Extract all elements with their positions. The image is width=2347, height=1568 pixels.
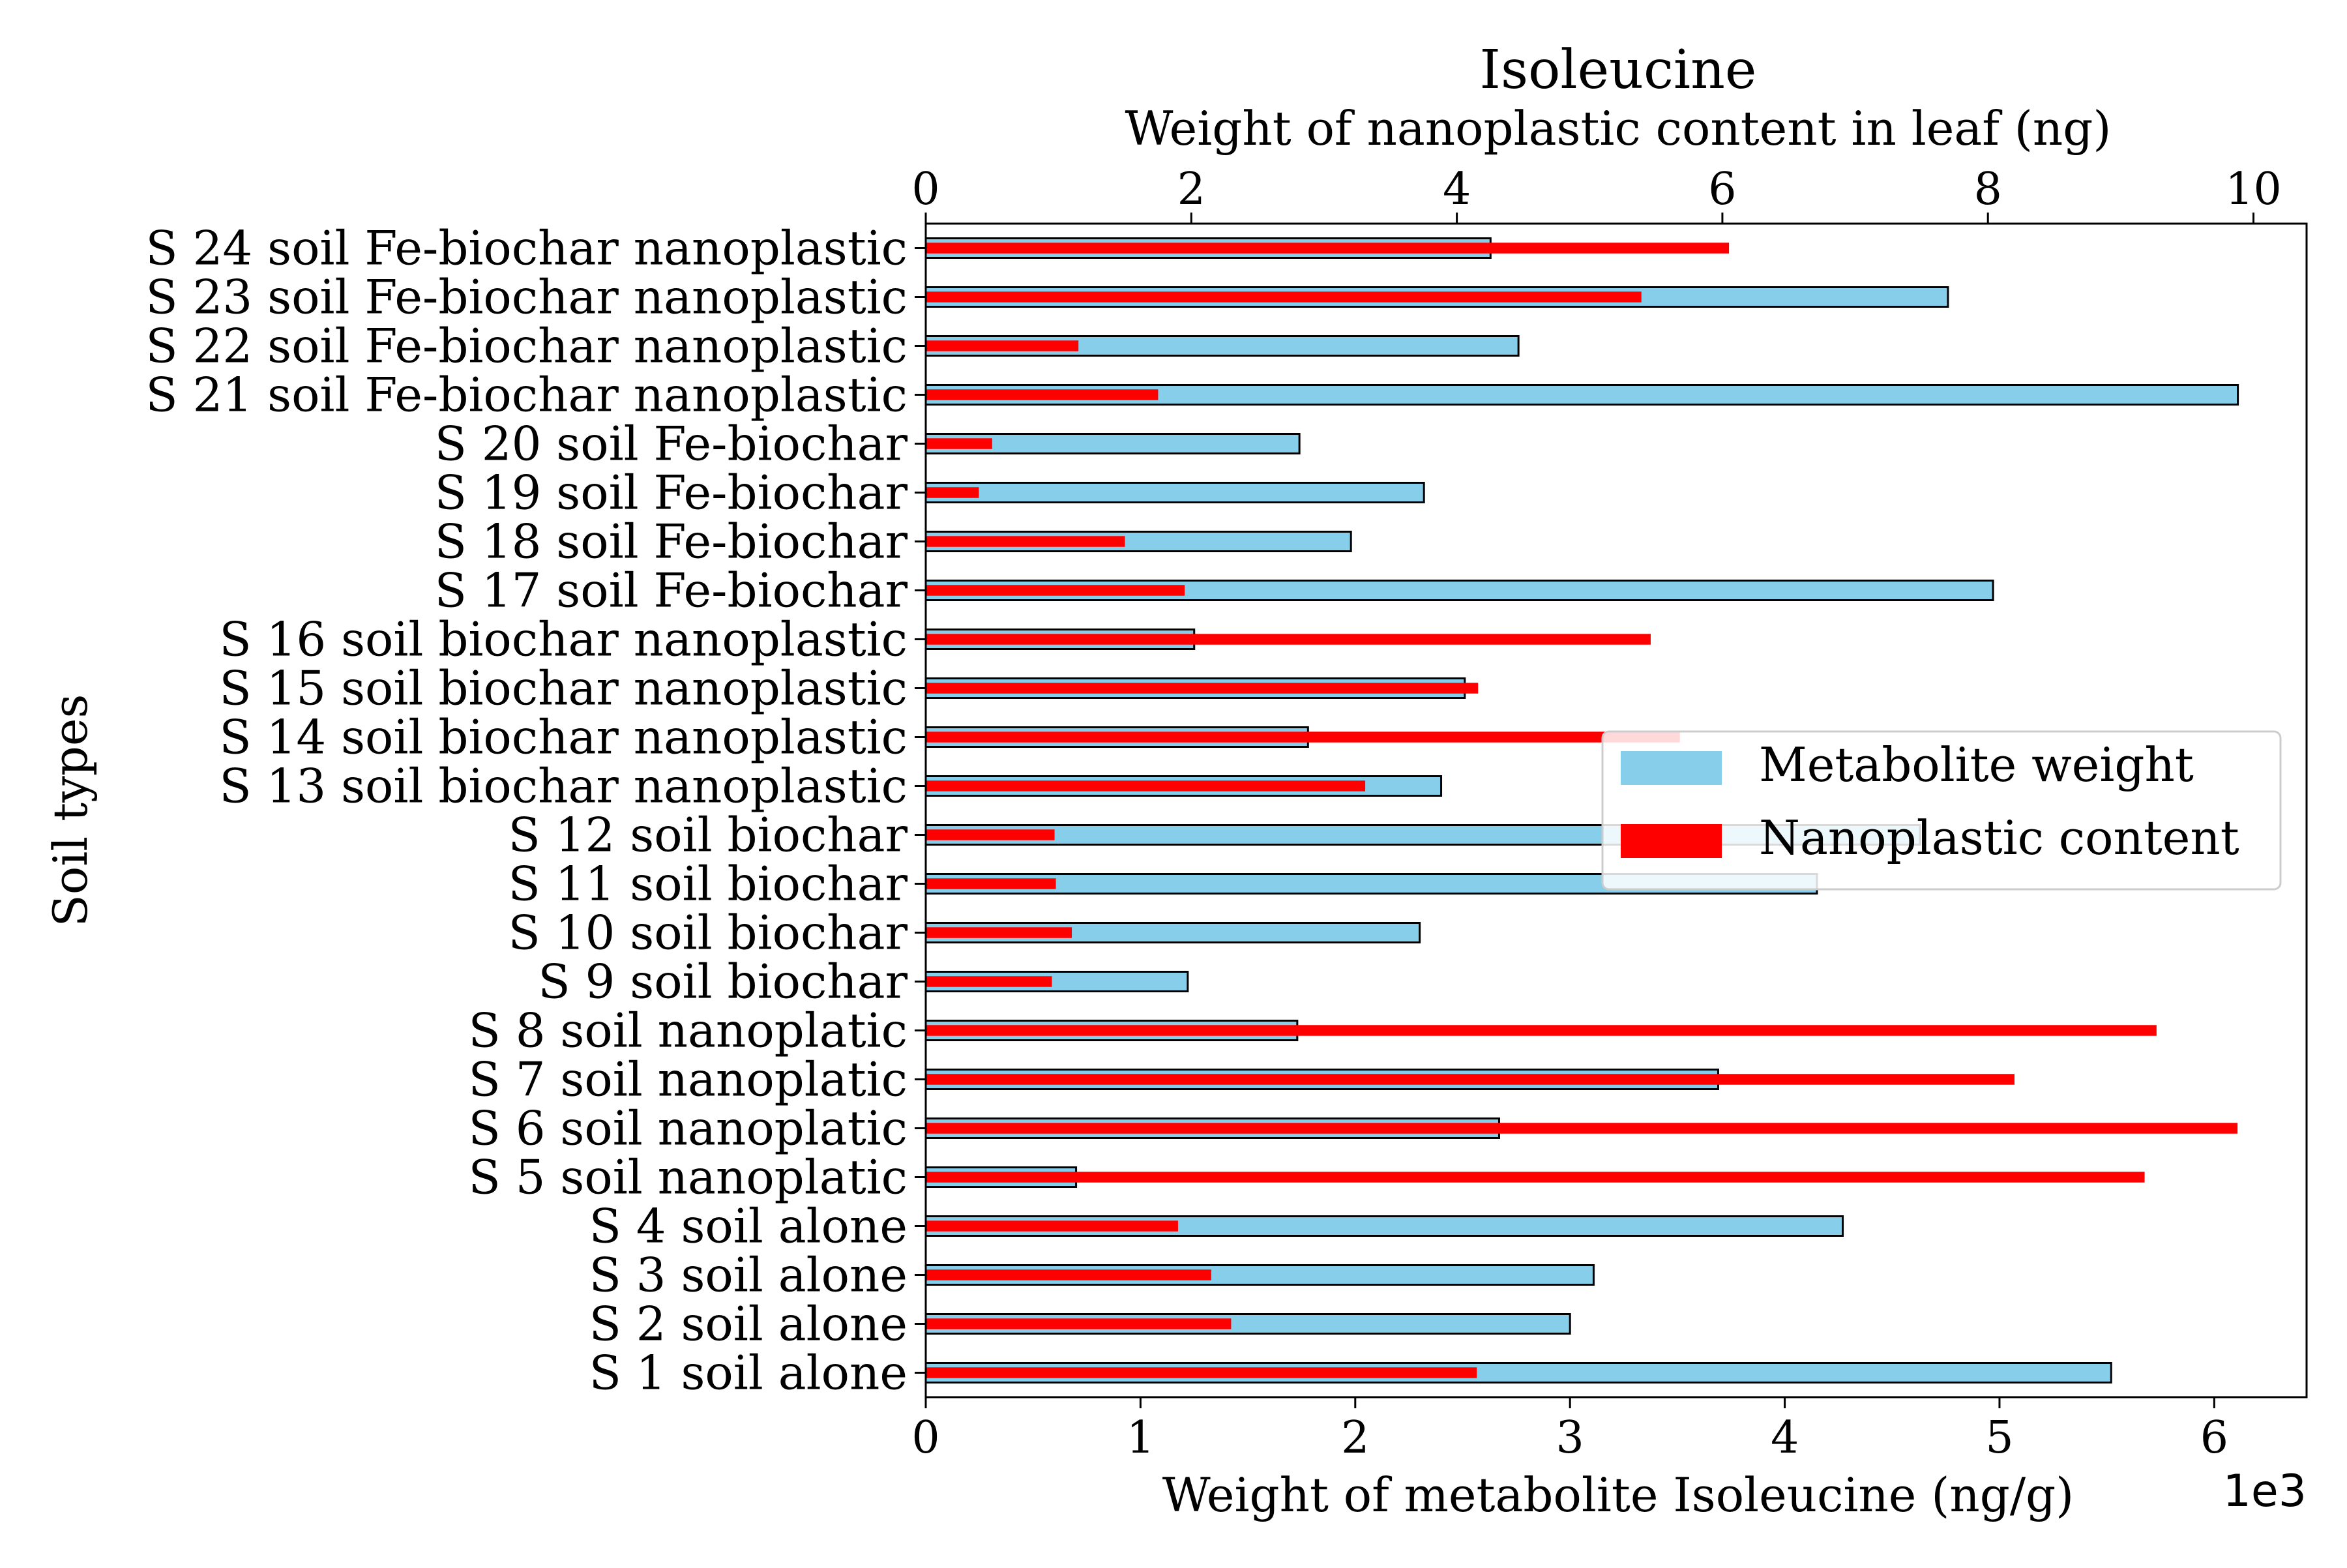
bar-nanoplastic-3 <box>926 1269 1211 1280</box>
bar-nanoplastic-10 <box>926 927 1072 938</box>
y-tick-label: S 3 soil alone <box>589 1248 908 1303</box>
bar-nanoplastic-24 <box>926 243 1730 254</box>
legend-box <box>1601 730 2282 891</box>
y-tick-label: S 6 soil nanoplatic <box>469 1101 908 1156</box>
x-tick-label: 5 <box>1985 1412 2013 1464</box>
y-axis-label: Soil types <box>43 694 98 927</box>
legend-label-nanoplastic: Nanoplastic content <box>1759 810 2239 865</box>
y-tick-label: S 13 soil biochar nanoplastic <box>219 759 908 814</box>
bar-nanoplastic-6 <box>926 1123 2238 1134</box>
y-tick-label: S 18 soil Fe-biochar <box>435 514 908 569</box>
y-tick-label: S 7 soil nanoplatic <box>469 1052 908 1107</box>
x-tick-label: 4 <box>1771 1412 1799 1464</box>
y-tick-label: S 8 soil nanoplatic <box>469 1003 908 1058</box>
bottom-axis-label: Weight of metabolite Isoleucine (ng/g) <box>1162 1468 2074 1522</box>
legend-label-metabolite: Metabolite weight <box>1759 737 2194 792</box>
y-tick-label: S 24 soil Fe-biochar nanoplastic <box>145 221 908 276</box>
y-tick-label: S 19 soil Fe-biochar <box>435 466 908 520</box>
x-tick-label: 6 <box>2200 1412 2228 1464</box>
y-tick-label: S 5 soil nanoplatic <box>469 1150 908 1205</box>
top-axis-label: Weight of nanoplastic content in leaf (n… <box>1125 101 2112 156</box>
bar-nanoplastic-13 <box>926 780 1366 791</box>
x2-tick-label: 2 <box>1177 164 1205 215</box>
y-tick-label: S 15 soil biochar nanoplastic <box>219 661 908 716</box>
x-tick-label: 1 <box>1127 1412 1155 1464</box>
bar-metabolite-19 <box>924 482 1425 503</box>
bar-nanoplastic-8 <box>926 1025 2157 1036</box>
x-tick-label: 3 <box>1556 1412 1584 1464</box>
x-tick-label: 0 <box>911 1412 939 1464</box>
bar-nanoplastic-9 <box>926 976 1052 987</box>
bar-nanoplastic-16 <box>926 634 1651 645</box>
bars-layer <box>924 237 2239 1383</box>
y-tick-label: S 9 soil biochar <box>538 954 908 1009</box>
legend-swatch-nanoplastic <box>1621 824 1722 858</box>
bar-nanoplastic-20 <box>926 438 992 449</box>
bar-nanoplastic-4 <box>926 1220 1178 1232</box>
y-tick-label: S 10 soil biochar <box>509 906 908 960</box>
bar-nanoplastic-11 <box>926 878 1056 889</box>
bar-nanoplastic-19 <box>926 487 979 498</box>
x2-tick-label: 0 <box>911 164 939 215</box>
x-tick-label: 2 <box>1341 1412 1369 1464</box>
y-tick-label: S 11 soil biochar <box>509 857 908 911</box>
x-offset-label: 1e3 <box>2223 1466 2307 1517</box>
y-tick-label: S 22 soil Fe-biochar nanoplastic <box>145 319 908 374</box>
legend: Metabolite weight Nanoplastic content <box>1601 730 2282 891</box>
bar-nanoplastic-17 <box>926 585 1185 596</box>
y-tick-label: S 1 soil alone <box>589 1346 908 1400</box>
bar-nanoplastic-18 <box>926 536 1125 547</box>
y-tick-label: S 4 soil alone <box>589 1199 908 1254</box>
y-tick-label: S 12 soil biochar <box>509 808 908 863</box>
bar-nanoplastic-15 <box>926 683 1479 694</box>
y-tick-label: S 2 soil alone <box>589 1297 908 1352</box>
y-tick-label: S 20 soil Fe-biochar <box>435 417 908 471</box>
bar-nanoplastic-2 <box>926 1318 1232 1329</box>
plot-frame <box>924 222 2308 1398</box>
x2-tick-label: 8 <box>1974 164 2002 215</box>
bar-nanoplastic-12 <box>926 829 1055 840</box>
bar-nanoplastic-1 <box>926 1367 1477 1378</box>
bar-nanoplastic-23 <box>926 291 1642 303</box>
bar-nanoplastic-5 <box>926 1172 2145 1183</box>
bar-nanoplastic-22 <box>926 340 1079 351</box>
y-tick-label: S 14 soil biochar nanoplastic <box>219 710 908 765</box>
y-tick-label: S 17 soil Fe-biochar <box>435 563 908 618</box>
bar-nanoplastic-14 <box>926 732 1680 743</box>
y-tick-label: S 16 soil biochar nanoplastic <box>219 612 908 667</box>
x2-tick-label: 10 <box>2225 164 2282 215</box>
bar-nanoplastic-21 <box>926 389 1159 400</box>
x2-tick-label: 4 <box>1443 164 1471 215</box>
y-tick-label: S 21 soil Fe-biochar nanoplastic <box>145 368 908 422</box>
bar-nanoplastic-7 <box>926 1074 2015 1085</box>
legend-swatch-metabolite <box>1621 751 1722 785</box>
chart-title: Isoleucine <box>1480 39 1757 101</box>
x2-tick-label: 6 <box>1708 164 1736 215</box>
y-tick-label: S 23 soil Fe-biochar nanoplastic <box>145 270 908 325</box>
